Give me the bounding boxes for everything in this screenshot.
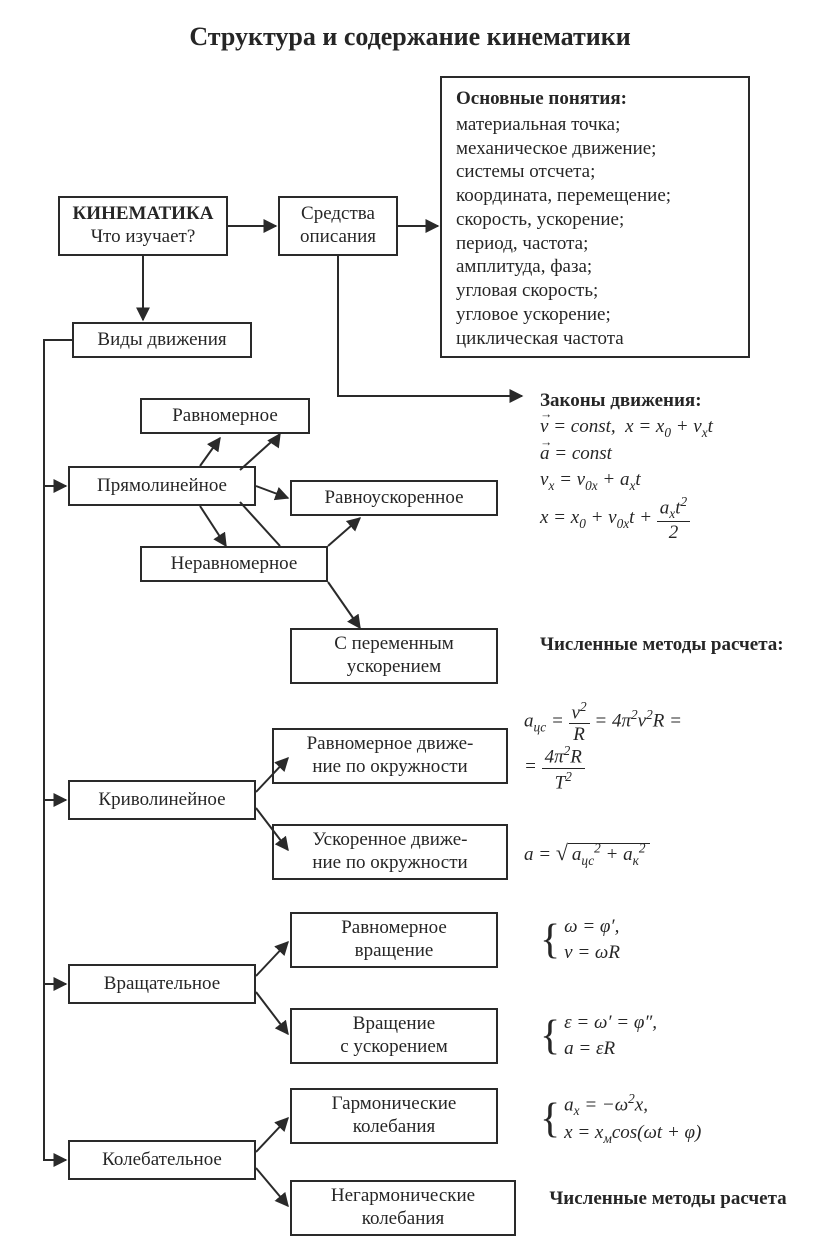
box-harm-line2: колебания	[353, 1116, 436, 1139]
box-acircle: Ускоренное движе- ние по окружности	[272, 824, 508, 880]
box-curvilinear: Криволинейное	[68, 780, 256, 820]
concepts-item: координата, перемещение;	[456, 184, 671, 208]
formula-laws: Законы движения: v = const, x = x0 + vxt…	[540, 388, 800, 542]
box-nharm-line2: колебания	[362, 1208, 445, 1231]
box-arot: Вращение с ускорением	[290, 1008, 498, 1064]
box-types: Виды движения	[72, 322, 252, 358]
box-means-line2: описания	[300, 226, 376, 249]
formula-arot: {ε = ω′ = φ″,a = εR	[540, 1010, 800, 1061]
formula-harm: {ax = −ω2x,x = xмcos(ωt + φ)	[540, 1090, 810, 1148]
concepts-item: амплитуда, фаза;	[456, 255, 592, 279]
concepts-item: угловая скорость;	[456, 279, 598, 303]
box-urot-line1: Равномерное	[341, 917, 447, 940]
concepts-item: циклическая частота	[456, 327, 624, 351]
box-varaccel-line1: С переменным	[334, 633, 454, 656]
concepts-item: системы отсчета;	[456, 160, 595, 184]
box-nharm-line1: Негармонические	[331, 1185, 475, 1208]
box-rectilinear: Прямолинейное	[68, 466, 256, 506]
box-kinematics-line1: КИНЕМАТИКА	[73, 203, 214, 226]
box-varaccel-line2: ускорением	[347, 656, 441, 679]
box-ucircle-line2: ние по окружности	[312, 756, 467, 779]
box-acircle-line2: ние по окружности	[312, 852, 467, 875]
box-ucircle-line1: Равномерное движе-	[307, 733, 474, 756]
formula-centripetal: aцс = v2R = 4π2ν2R = = 4π2RT2	[524, 700, 804, 792]
concepts-header: Основные понятия:	[456, 88, 627, 111]
box-arot-line1: Вращение	[353, 1013, 435, 1036]
formula-a-total: a = √aцс2 + aк2	[524, 838, 804, 870]
box-kinematics-line2: Что изучает?	[91, 226, 196, 249]
box-arot-line2: с ускорением	[340, 1036, 448, 1059]
box-uaccel: Равноускоренное	[290, 480, 498, 516]
page-title: Структура и содержание кинематики	[150, 22, 670, 52]
formula-urot: {ω = φ′,v = ωR	[540, 914, 800, 965]
box-concepts: Основные понятия: материальная точка; ме…	[440, 76, 750, 358]
concepts-item: материальная точка;	[456, 113, 620, 137]
box-ucircle: Равномерное движе- ние по окружности	[272, 728, 508, 784]
box-harm: Гармонические колебания	[290, 1088, 498, 1144]
box-nharm: Негармонические колебания	[290, 1180, 516, 1236]
box-means-line1: Средства	[301, 203, 375, 226]
box-oscillatory: Колебательное	[68, 1140, 256, 1180]
box-harm-line1: Гармонические	[332, 1093, 457, 1116]
box-nonuniform: Неравномерное	[140, 546, 328, 582]
concepts-item: скорость, ускорение;	[456, 208, 624, 232]
box-means: Средства описания	[278, 196, 398, 256]
box-kinematics: КИНЕМАТИКА Что изучает?	[58, 196, 228, 256]
concepts-item: механическое движение;	[456, 137, 656, 161]
box-uniform: Равномерное	[140, 398, 310, 434]
box-rotational: Вращательное	[68, 964, 256, 1004]
concepts-item: угловое ускорение;	[456, 303, 611, 327]
box-urot: Равномерное вращение	[290, 912, 498, 968]
box-varaccel: С переменным ускорением	[290, 628, 498, 684]
concepts-item: период, частота;	[456, 232, 588, 256]
formula-num-footer: Численные методы расчета	[548, 1186, 788, 1212]
box-urot-line2: вращение	[355, 940, 434, 963]
box-acircle-line1: Ускоренное движе-	[313, 829, 468, 852]
formula-num-header: Численные методы расчета:	[540, 632, 800, 658]
